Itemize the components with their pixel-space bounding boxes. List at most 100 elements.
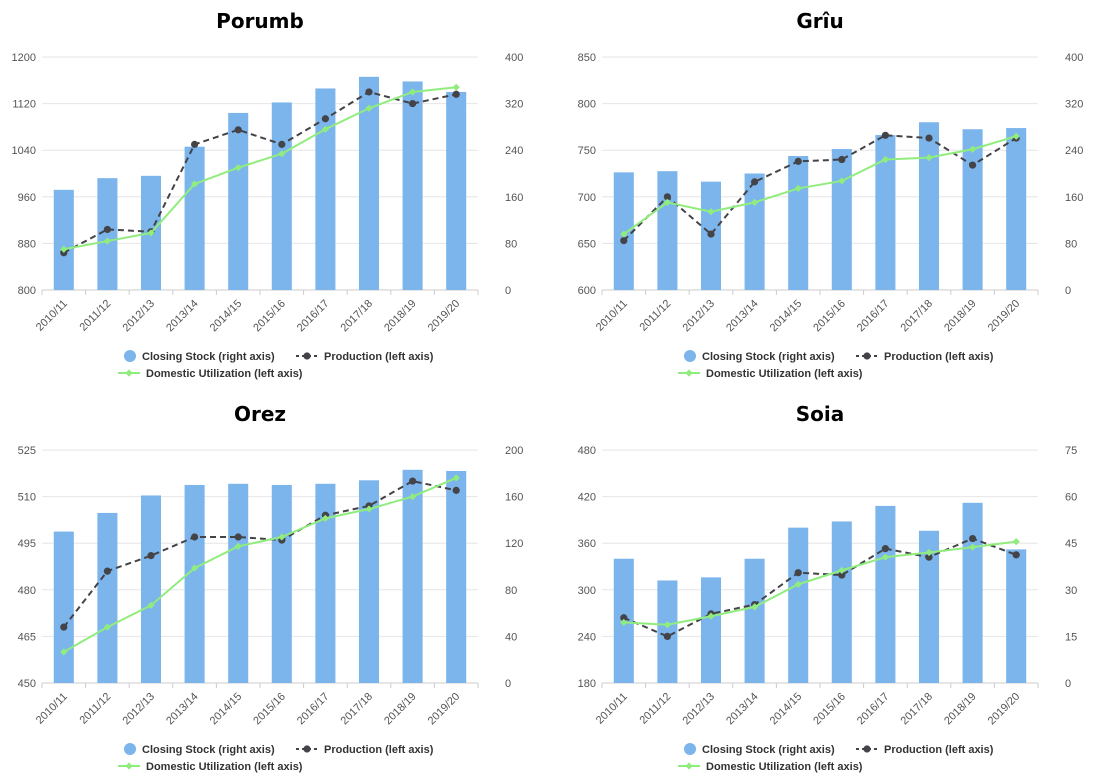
bar-closing-stock [402, 81, 423, 290]
point-domestic-utilization [60, 245, 68, 253]
point-domestic-utilization [969, 543, 977, 551]
point-production [409, 477, 417, 485]
x-axis-category-label: 2011/12 [637, 691, 673, 727]
x-axis-category-label: 2011/12 [77, 298, 113, 334]
x-axis-category-label: 2010/11 [34, 298, 70, 334]
point-production [663, 632, 671, 640]
bar-closing-stock [788, 527, 809, 683]
left-axis-tick-label: 480 [578, 445, 596, 457]
x-axis-category-label: 2017/18 [899, 691, 936, 728]
right-axis-tick-label: 60 [1065, 492, 1077, 504]
bar-closing-stock [184, 484, 205, 683]
x-axis-category-label: 2018/19 [942, 298, 979, 335]
point-domestic-utilization [191, 564, 199, 572]
right-axis-tick-label: 240 [1065, 145, 1083, 157]
legend-label-production: Production (left axis) [884, 351, 994, 363]
x-axis-category-label: 2014/15 [768, 691, 805, 728]
bar-closing-stock [1006, 549, 1027, 683]
series-line-domestic-utilization [623, 540, 1017, 626]
point-domestic-utilization [838, 177, 846, 185]
bar-closing-stock [184, 146, 205, 290]
point-production [321, 115, 329, 123]
left-axis-tick-label: 800 [578, 99, 596, 111]
x-axis-category-label: 2016/17 [855, 298, 892, 335]
bar-closing-stock [446, 470, 467, 683]
x-axis-category-label: 2013/14 [164, 298, 201, 335]
point-production [278, 140, 286, 148]
bar-closing-stock [228, 483, 249, 683]
x-axis-category-label: 2010/11 [34, 691, 70, 727]
chart-panel-soia: Soia 180 240 300 360 420 480 0 15 30 45 60 75 2010/11… [560, 393, 1100, 778]
series-line-domestic-utilization [63, 86, 457, 251]
bar-closing-stock [97, 512, 118, 683]
right-axis-tick-label: 160 [505, 192, 523, 204]
point-production [191, 140, 199, 148]
right-axis-tick-label: 240 [505, 145, 523, 157]
point-domestic-utilization [278, 150, 286, 158]
legend-marker-domestic-utilization [125, 369, 133, 377]
right-axis-tick-label: 320 [1065, 99, 1083, 111]
point-domestic-utilization [409, 493, 417, 501]
left-axis-tick-label: 800 [18, 285, 36, 297]
legend-marker-production [863, 352, 871, 360]
x-axis-category-label: 2012/13 [121, 691, 158, 728]
left-axis-tick-label: 700 [578, 192, 596, 204]
point-production [881, 131, 889, 139]
bar-closing-stock [315, 88, 336, 290]
legend-marker-domestic-utilization [125, 762, 133, 770]
bar-closing-stock [657, 580, 678, 683]
bar-closing-stock [140, 495, 162, 683]
point-production [663, 193, 671, 201]
series-line-domestic-utilization [623, 135, 1017, 235]
right-axis-tick-label: 160 [1065, 192, 1083, 204]
x-axis-category-label: 2014/15 [208, 298, 245, 335]
point-domestic-utilization [707, 612, 715, 620]
point-production [452, 90, 460, 98]
x-axis-category-label: 2016/17 [295, 298, 332, 335]
point-production [620, 614, 628, 622]
bar-closing-stock [402, 469, 423, 683]
bar-closing-stock [962, 502, 983, 683]
bar-closing-stock [657, 171, 678, 290]
left-axis-tick-label: 360 [578, 538, 596, 550]
x-axis-category-label: 2018/19 [942, 691, 979, 728]
x-axis-category-label: 2015/16 [811, 691, 848, 728]
right-axis-tick-label: 0 [505, 285, 511, 297]
point-domestic-utilization [234, 164, 242, 172]
point-domestic-utilization [925, 154, 933, 162]
bar-closing-stock [271, 484, 292, 683]
right-axis-tick-label: 80 [505, 585, 517, 597]
legend-marker-production [303, 352, 311, 360]
point-domestic-utilization [1012, 538, 1020, 546]
point-domestic-utilization [321, 125, 329, 133]
point-production [234, 533, 242, 541]
x-axis-category-label: 2010/11 [594, 298, 630, 334]
point-domestic-utilization [794, 184, 802, 193]
point-domestic-utilization [147, 229, 155, 237]
bar-closing-stock [53, 189, 74, 290]
point-production [103, 567, 111, 575]
bar-closing-stock [446, 91, 467, 290]
point-production [969, 161, 977, 169]
legend-marker-domestic-utilization [685, 369, 693, 377]
bar-closing-stock [358, 480, 380, 683]
point-production [234, 126, 242, 134]
point-production [103, 225, 111, 234]
bar-closing-stock [918, 122, 940, 291]
right-axis-tick-label: 0 [1065, 678, 1071, 690]
x-axis-category-label: 2016/17 [295, 691, 332, 728]
left-axis-tick-label: 880 [18, 238, 36, 250]
chart-title: Orez [234, 402, 286, 426]
x-axis-category-label: 2019/20 [986, 691, 1023, 728]
legend-label-production: Production (left axis) [884, 744, 994, 756]
bar-closing-stock [271, 102, 292, 290]
right-axis-tick-label: 0 [505, 678, 511, 690]
x-axis-category-label: 2017/18 [339, 298, 376, 335]
chart-griu: Grîu 600 650 700 750 800 850 0 80 160 240 320 400 201… [578, 9, 1084, 380]
left-axis-tick-label: 465 [18, 631, 36, 643]
right-axis-tick-label: 200 [505, 445, 523, 457]
x-axis-category-label: 2013/14 [164, 691, 201, 728]
x-axis-category-label: 2011/12 [637, 298, 673, 334]
legend-marker-closing-stock [124, 350, 136, 362]
x-axis-category-label: 2019/20 [986, 298, 1023, 335]
